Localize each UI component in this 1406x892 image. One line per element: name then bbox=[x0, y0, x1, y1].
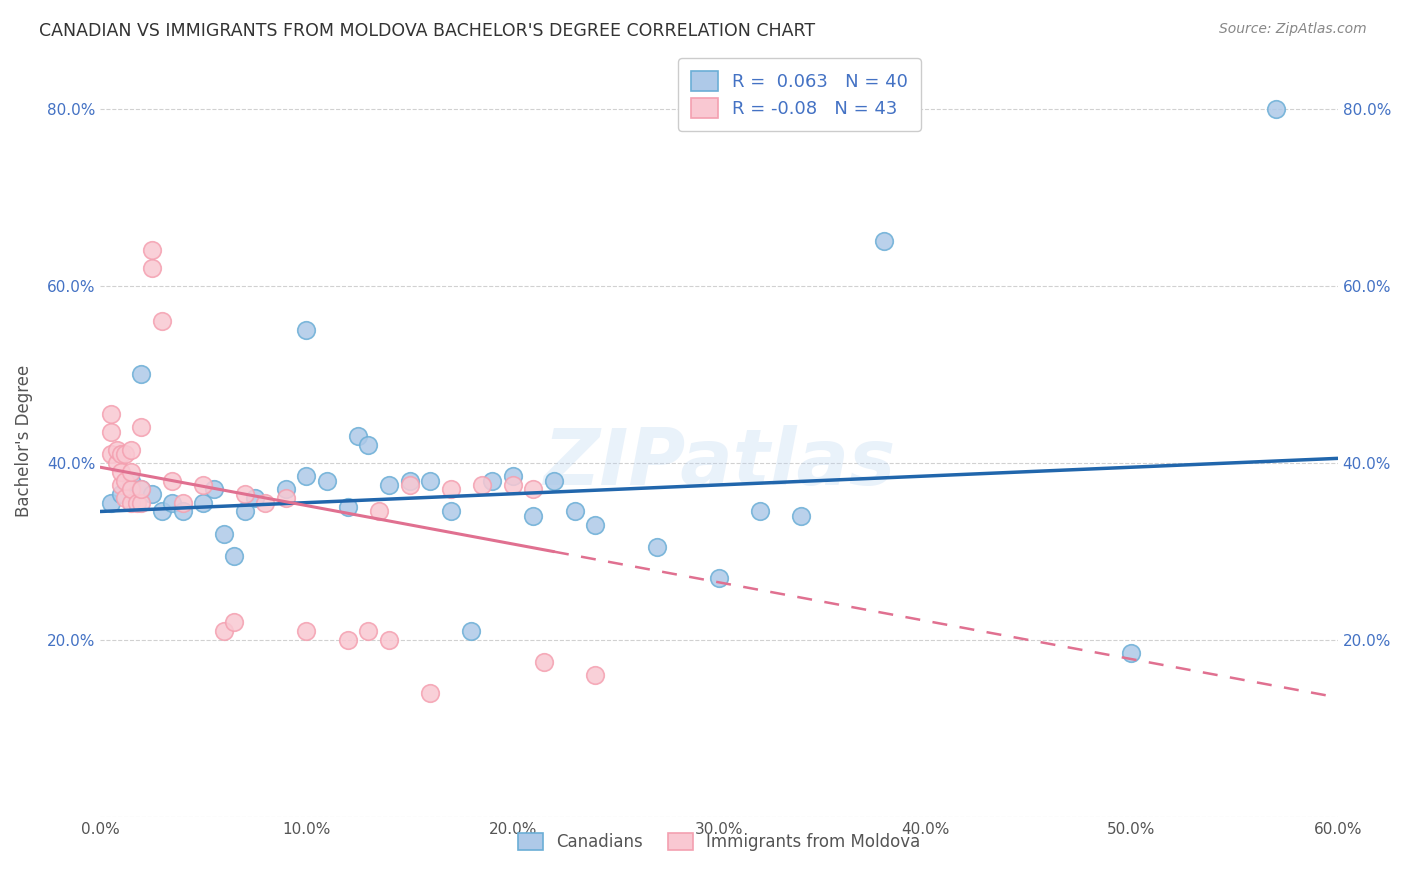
Point bbox=[419, 686, 441, 700]
Point bbox=[141, 487, 163, 501]
Point bbox=[172, 495, 194, 509]
Point bbox=[790, 508, 813, 523]
Point bbox=[419, 474, 441, 488]
Point bbox=[202, 483, 225, 497]
Point bbox=[502, 478, 524, 492]
Point bbox=[212, 624, 235, 638]
Point bbox=[295, 323, 318, 337]
Point bbox=[110, 487, 132, 501]
Point bbox=[105, 442, 128, 457]
Point bbox=[105, 456, 128, 470]
Point bbox=[131, 368, 153, 382]
Point bbox=[100, 495, 122, 509]
Point bbox=[367, 504, 389, 518]
Point bbox=[233, 504, 256, 518]
Point bbox=[150, 504, 173, 518]
Point bbox=[543, 474, 565, 488]
Point bbox=[100, 447, 122, 461]
Point bbox=[398, 474, 420, 488]
Point bbox=[502, 469, 524, 483]
Point bbox=[212, 526, 235, 541]
Y-axis label: Bachelor's Degree: Bachelor's Degree bbox=[15, 365, 32, 516]
Text: Source: ZipAtlas.com: Source: ZipAtlas.com bbox=[1219, 22, 1367, 37]
Point bbox=[114, 474, 136, 488]
Point bbox=[120, 442, 142, 457]
Point bbox=[316, 474, 339, 488]
Point bbox=[583, 517, 606, 532]
Point bbox=[110, 465, 132, 479]
Point bbox=[224, 615, 246, 630]
Point bbox=[254, 495, 277, 509]
Point bbox=[114, 491, 136, 506]
Point bbox=[357, 624, 380, 638]
Point bbox=[172, 504, 194, 518]
Text: ZIPatlas: ZIPatlas bbox=[543, 425, 896, 501]
Point bbox=[357, 438, 380, 452]
Point bbox=[100, 407, 122, 421]
Point bbox=[120, 465, 142, 479]
Point bbox=[274, 491, 297, 506]
Text: CANADIAN VS IMMIGRANTS FROM MOLDOVA BACHELOR'S DEGREE CORRELATION CHART: CANADIAN VS IMMIGRANTS FROM MOLDOVA BACH… bbox=[39, 22, 815, 40]
Point bbox=[347, 429, 370, 443]
Point bbox=[336, 632, 359, 647]
Point bbox=[378, 632, 401, 647]
Point bbox=[100, 425, 122, 439]
Point bbox=[295, 624, 318, 638]
Point bbox=[1121, 646, 1143, 660]
Point bbox=[533, 655, 555, 669]
Point bbox=[873, 235, 896, 249]
Point bbox=[274, 483, 297, 497]
Point bbox=[645, 540, 668, 554]
Point bbox=[481, 474, 503, 488]
Point bbox=[707, 571, 730, 585]
Point bbox=[162, 495, 184, 509]
Point bbox=[398, 478, 420, 492]
Point bbox=[583, 668, 606, 682]
Point bbox=[522, 508, 544, 523]
Point bbox=[233, 487, 256, 501]
Legend: R =  0.063   N = 40, R = -0.08   N = 43: R = 0.063 N = 40, R = -0.08 N = 43 bbox=[678, 58, 921, 130]
Point bbox=[120, 483, 142, 497]
Point bbox=[193, 495, 215, 509]
Point bbox=[141, 260, 163, 275]
Point bbox=[131, 495, 153, 509]
Point bbox=[110, 478, 132, 492]
Point bbox=[120, 495, 142, 509]
Point bbox=[522, 483, 544, 497]
Point bbox=[114, 447, 136, 461]
Point bbox=[150, 314, 173, 328]
Point bbox=[243, 491, 266, 506]
Point bbox=[460, 624, 482, 638]
Point bbox=[110, 447, 132, 461]
Point bbox=[295, 469, 318, 483]
Point bbox=[127, 495, 149, 509]
Point bbox=[120, 474, 142, 488]
Point bbox=[564, 504, 586, 518]
Point bbox=[471, 478, 494, 492]
Point bbox=[141, 244, 163, 258]
Point bbox=[224, 549, 246, 563]
Point bbox=[336, 500, 359, 514]
Point bbox=[440, 504, 463, 518]
Point bbox=[131, 420, 153, 434]
Point bbox=[1264, 102, 1286, 116]
Point bbox=[131, 483, 153, 497]
Point bbox=[162, 474, 184, 488]
Point bbox=[749, 504, 772, 518]
Point bbox=[131, 483, 153, 497]
Point bbox=[378, 478, 401, 492]
Point bbox=[193, 478, 215, 492]
Point bbox=[440, 483, 463, 497]
